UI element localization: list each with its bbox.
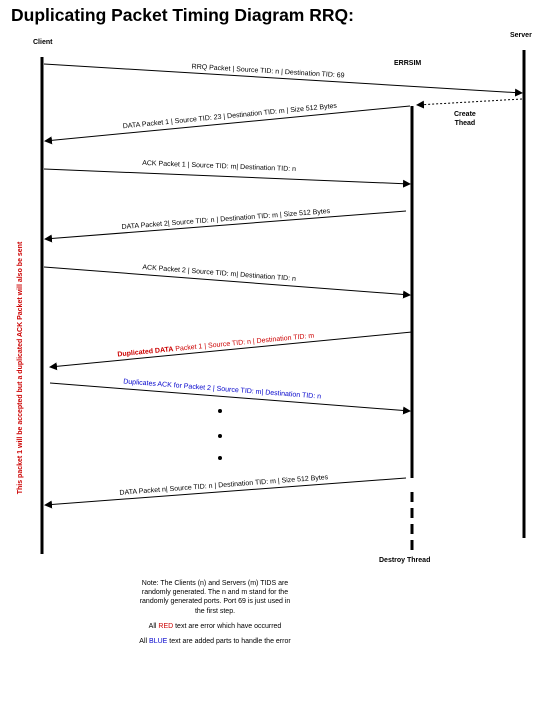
create-thread-arrow xyxy=(416,98,523,109)
destroy-thread-label: Destroy Thread xyxy=(379,557,431,564)
note-red-post: text are error which have occurred xyxy=(173,622,282,630)
note-tids: Note: The Clients (n) and Servers (m) TI… xyxy=(139,580,291,615)
page-title: Duplicating Packet Timing Diagram RRQ: xyxy=(11,5,354,25)
msg-8-arrow xyxy=(44,477,407,509)
note-blue-pre: All xyxy=(139,638,150,646)
side-note: This packet 1 will be accepted but a dup… xyxy=(17,241,24,494)
msg-2-arrow xyxy=(44,105,411,145)
note-blue-word: BLUE xyxy=(149,638,168,646)
msg-5-arrow xyxy=(43,266,411,299)
ellipsis-dot xyxy=(218,456,222,460)
msg-8-label: DATA Packet n| Source TID: n | Destinati… xyxy=(119,474,329,497)
msg-7-label: Duplicates ACK for Packet 2 | Source TID… xyxy=(123,378,321,400)
msg-7-arrow xyxy=(49,382,411,415)
errsim-label: ERRSIM xyxy=(394,60,422,67)
server-label: Server xyxy=(510,32,532,39)
note-red: All RED text are error which have occurr… xyxy=(135,622,295,631)
msg-6-highlight: Duplicated DATA xyxy=(117,346,174,358)
create-thread-label: Create Thead xyxy=(454,111,476,127)
ellipsis-dot xyxy=(218,409,222,413)
msg-6-arrow xyxy=(49,331,413,371)
client-label: Client xyxy=(33,39,53,46)
ellipsis-dot xyxy=(218,434,222,438)
note-blue: All BLUE text are added parts to handle … xyxy=(135,637,295,646)
note-red-pre: All xyxy=(148,622,159,630)
note-red-word: RED xyxy=(158,622,174,630)
msg-4-arrow xyxy=(44,210,407,243)
msg-3-label: ACK Packet 1 | Source TID: m| Destinatio… xyxy=(142,160,296,173)
msg-3-arrow xyxy=(43,168,411,188)
note-blue-post: text are added parts to handle the error xyxy=(167,638,291,646)
msg-6-label: Duplicated DATA Packet 1 | Source TID: n… xyxy=(117,333,315,359)
msg-1-arrow xyxy=(43,63,523,97)
legend-note: Note: The Clients (n) and Servers (m) TI… xyxy=(135,579,295,652)
msg-6-rest: Packet 1 | Source TID: n | Destination T… xyxy=(173,333,315,354)
msg-7-highlight: Duplicates ACK xyxy=(123,378,172,389)
